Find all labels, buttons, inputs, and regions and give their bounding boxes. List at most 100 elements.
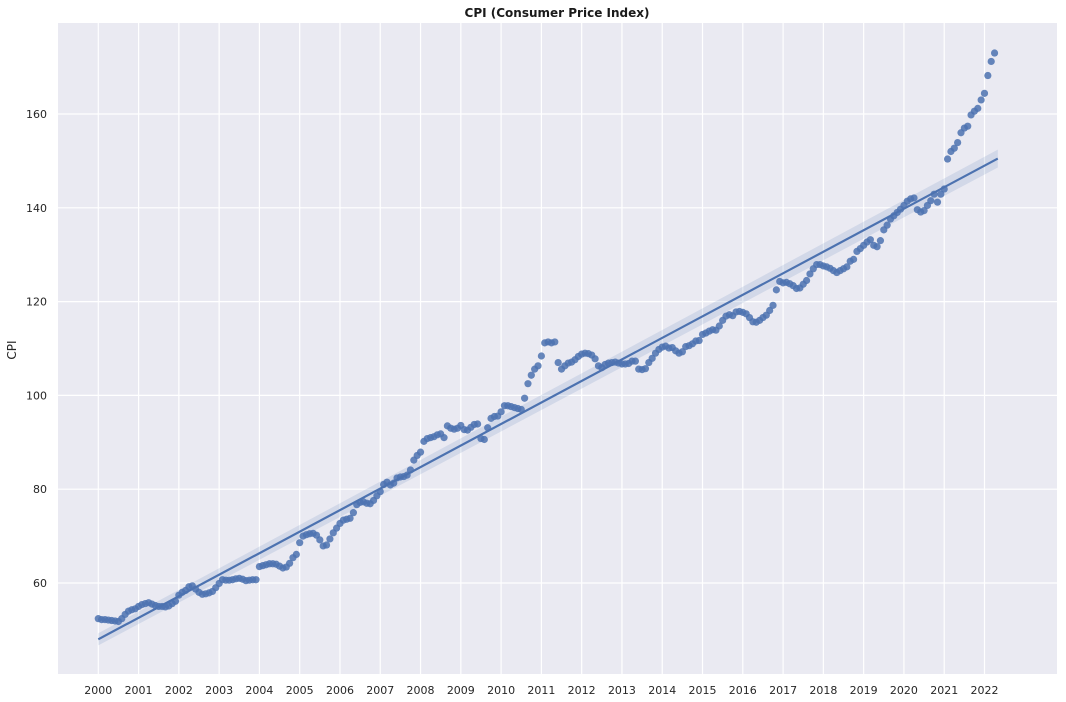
- x-axis-ticks: 2000 2001 2002 2003 2004 2005 2006 2007 2008 2009…: [84, 684, 998, 697]
- data-point: [974, 104, 982, 112]
- data-points: [94, 49, 999, 626]
- data-point: [873, 243, 881, 251]
- y-axis-label: CPI: [5, 340, 19, 359]
- regression-layer: [97, 149, 999, 646]
- x-tick-label: 2022: [970, 684, 998, 697]
- data-point: [440, 434, 448, 442]
- x-tick-label: 2009: [447, 684, 475, 697]
- data-point: [403, 471, 411, 479]
- x-tick-label: 2003: [205, 684, 233, 697]
- data-point: [480, 435, 488, 444]
- data-point: [286, 559, 294, 567]
- x-tick-label: 2004: [245, 684, 273, 697]
- data-point: [954, 139, 962, 147]
- data-point: [322, 541, 331, 549]
- data-point: [940, 185, 948, 193]
- data-point: [534, 362, 542, 370]
- gridlines: [58, 23, 1057, 674]
- x-tick-label: 2001: [125, 684, 153, 697]
- x-tick-label: 2010: [487, 684, 515, 697]
- data-point: [390, 479, 398, 487]
- x-tick-label: 2002: [165, 684, 193, 697]
- y-tick-label: 100: [26, 389, 47, 402]
- data-point: [376, 487, 384, 496]
- data-point: [937, 190, 945, 198]
- plot-area: [58, 23, 1057, 674]
- data-point: [943, 155, 952, 163]
- data-point: [927, 197, 935, 205]
- data-point: [769, 301, 777, 309]
- x-tick-label: 2019: [850, 684, 878, 697]
- x-tick-label: 2005: [286, 684, 314, 697]
- data-point: [695, 336, 703, 345]
- data-point: [292, 550, 300, 559]
- chart-title: CPI (Consumer Price Index): [465, 6, 650, 20]
- data-point: [524, 380, 532, 388]
- x-tick-label: 2012: [568, 684, 596, 697]
- x-tick-label: 2011: [527, 684, 555, 697]
- data-point: [843, 263, 851, 271]
- data-point: [772, 286, 780, 294]
- x-tick-label: 2016: [729, 684, 757, 697]
- x-tick-label: 2015: [689, 684, 717, 697]
- data-point: [527, 371, 535, 379]
- x-tick-label: 2013: [608, 684, 636, 697]
- data-point: [346, 514, 354, 522]
- data-point: [631, 357, 639, 365]
- data-point: [641, 365, 650, 373]
- data-point: [806, 270, 814, 278]
- data-point: [554, 358, 562, 367]
- y-tick-label: 60: [33, 577, 47, 590]
- data-point: [990, 49, 999, 57]
- x-tick-label: 2006: [326, 684, 354, 697]
- data-point: [866, 236, 874, 244]
- data-point: [316, 536, 324, 544]
- x-tick-label: 2018: [809, 684, 837, 697]
- data-point: [977, 96, 985, 104]
- data-point: [980, 89, 989, 97]
- data-point: [252, 576, 260, 584]
- data-point: [802, 276, 811, 285]
- regression-confidence-band: [98, 149, 998, 646]
- x-tick-label: 2000: [84, 684, 112, 697]
- data-point: [883, 221, 891, 229]
- data-point: [484, 424, 492, 432]
- y-axis-ticks: 60 80 100 120 140 160: [26, 108, 47, 590]
- data-point: [591, 355, 599, 363]
- x-tick-label: 2021: [930, 684, 958, 697]
- data-point: [920, 207, 928, 215]
- x-tick-label: 2008: [407, 684, 435, 697]
- data-point: [296, 539, 304, 547]
- data-point: [766, 306, 774, 315]
- data-point: [551, 338, 559, 346]
- regression-line: [97, 157, 999, 641]
- x-tick-label: 2007: [366, 684, 394, 697]
- data-point: [497, 408, 505, 416]
- data-point: [964, 122, 972, 130]
- data-point: [678, 348, 686, 356]
- data-point: [950, 144, 958, 152]
- data-point: [876, 237, 885, 245]
- data-point: [326, 535, 334, 543]
- x-tick-label: 2014: [648, 684, 676, 697]
- data-point: [933, 198, 942, 206]
- data-point: [416, 448, 425, 456]
- y-tick-label: 160: [26, 108, 47, 121]
- data-point: [537, 352, 545, 360]
- data-point: [930, 190, 938, 198]
- data-point: [521, 394, 529, 402]
- y-tick-label: 120: [26, 296, 47, 309]
- data-point: [349, 509, 357, 517]
- x-tick-label: 2020: [890, 684, 918, 697]
- y-tick-label: 80: [33, 483, 47, 496]
- y-tick-label: 140: [26, 202, 47, 215]
- x-tick-label: 2017: [769, 684, 797, 697]
- data-point: [406, 466, 415, 474]
- data-point: [648, 354, 656, 362]
- data-point: [984, 71, 992, 80]
- data-point: [715, 322, 723, 330]
- data-point: [849, 255, 858, 263]
- data-point: [474, 420, 482, 428]
- data-point: [171, 597, 180, 605]
- data-point: [987, 57, 995, 66]
